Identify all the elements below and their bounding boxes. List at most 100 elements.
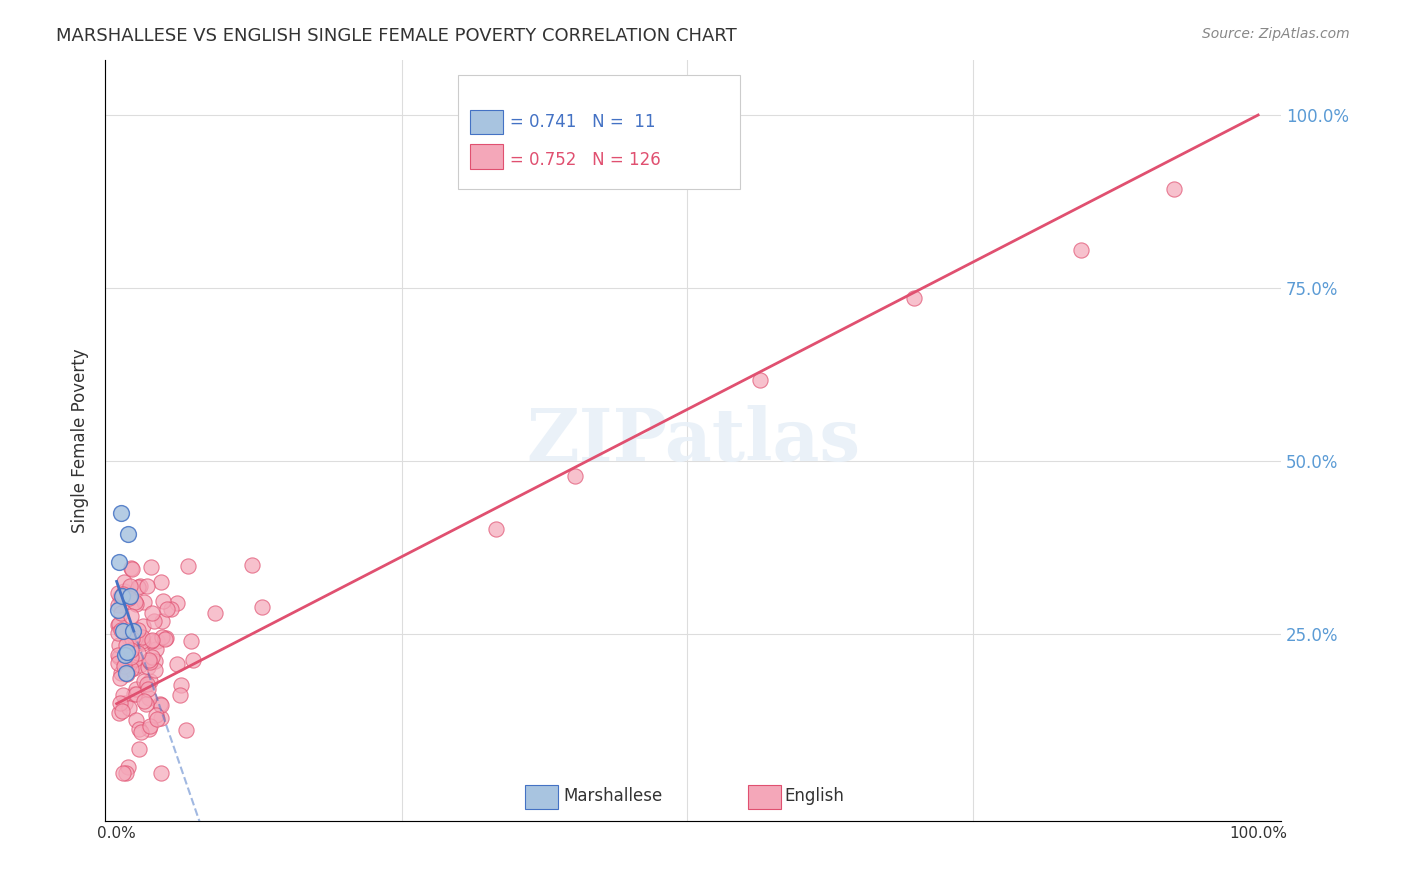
- Point: [125, 687, 148, 701]
- Point: [149, 711, 172, 725]
- Point: [125, 682, 148, 697]
- Point: [117, 759, 139, 773]
- Point: [136, 578, 159, 592]
- Point: [112, 688, 135, 702]
- Point: [107, 603, 129, 617]
- Point: [128, 741, 150, 756]
- Point: [903, 291, 925, 305]
- Point: [141, 606, 163, 620]
- Point: [120, 650, 142, 665]
- Point: [114, 696, 136, 710]
- Point: [124, 595, 146, 609]
- Point: [125, 713, 148, 727]
- Point: [160, 602, 183, 616]
- Point: [121, 561, 143, 575]
- Point: [112, 583, 135, 598]
- Point: [129, 725, 152, 739]
- Point: [169, 688, 191, 702]
- Point: [143, 614, 166, 628]
- Point: [145, 707, 167, 722]
- Point: [122, 687, 145, 701]
- Point: [152, 594, 174, 608]
- Point: [150, 631, 173, 645]
- Point: [108, 650, 131, 665]
- Point: [141, 650, 163, 665]
- Point: [108, 555, 131, 569]
- Point: [204, 606, 226, 620]
- Point: [108, 617, 131, 632]
- Point: [181, 653, 204, 667]
- Point: [107, 648, 129, 663]
- Point: [156, 602, 179, 616]
- Point: [134, 693, 156, 707]
- Point: [139, 560, 162, 574]
- Point: [155, 631, 177, 645]
- Point: [120, 561, 142, 575]
- Point: [117, 527, 139, 541]
- Point: [114, 665, 136, 680]
- Point: [149, 697, 172, 711]
- Point: [170, 677, 193, 691]
- Point: [136, 681, 159, 696]
- Point: [240, 558, 263, 573]
- FancyBboxPatch shape: [524, 785, 558, 808]
- Point: [107, 656, 129, 670]
- Point: [153, 632, 176, 647]
- Point: [120, 609, 142, 624]
- Point: [110, 666, 132, 681]
- Point: [143, 663, 166, 677]
- Point: [110, 506, 132, 520]
- Point: [111, 704, 134, 718]
- Point: [112, 624, 135, 638]
- Text: Source: ZipAtlas.com: Source: ZipAtlas.com: [1202, 27, 1350, 41]
- Point: [107, 618, 129, 632]
- Point: [136, 660, 159, 674]
- Text: English: English: [785, 788, 845, 805]
- Point: [112, 656, 135, 670]
- Point: [111, 766, 134, 780]
- Point: [152, 614, 174, 628]
- Point: [146, 712, 169, 726]
- Point: [129, 658, 152, 673]
- Point: [143, 654, 166, 668]
- Point: [1163, 182, 1185, 196]
- Point: [108, 671, 131, 685]
- Point: [118, 656, 141, 670]
- Point: [120, 590, 142, 604]
- Point: [138, 653, 160, 667]
- Text: ZIPatlas: ZIPatlas: [526, 405, 860, 476]
- Point: [115, 647, 138, 661]
- Point: [127, 624, 149, 638]
- Point: [145, 642, 167, 657]
- Point: [108, 696, 131, 710]
- Point: [124, 597, 146, 611]
- Point: [121, 626, 143, 640]
- Point: [139, 719, 162, 733]
- Point: [107, 586, 129, 600]
- Point: [131, 636, 153, 650]
- Point: [107, 706, 129, 720]
- Point: [128, 722, 150, 736]
- Text: MARSHALLESE VS ENGLISH SINGLE FEMALE POVERTY CORRELATION CHART: MARSHALLESE VS ENGLISH SINGLE FEMALE POV…: [56, 27, 737, 45]
- Point: [121, 624, 143, 638]
- Point: [139, 656, 162, 670]
- FancyBboxPatch shape: [470, 145, 502, 169]
- Y-axis label: Single Female Poverty: Single Female Poverty: [72, 348, 89, 533]
- Text: R = 0.741   N =  11: R = 0.741 N = 11: [494, 113, 655, 131]
- Point: [141, 632, 163, 647]
- Point: [748, 373, 770, 387]
- Point: [180, 634, 202, 648]
- Point: [485, 523, 508, 537]
- Point: [118, 632, 141, 646]
- Point: [108, 638, 131, 652]
- Point: [250, 600, 273, 615]
- FancyBboxPatch shape: [748, 785, 782, 808]
- Point: [107, 598, 129, 612]
- Point: [177, 558, 200, 573]
- Point: [124, 636, 146, 650]
- Point: [107, 626, 129, 640]
- Point: [149, 698, 172, 712]
- Point: [117, 701, 139, 715]
- Point: [131, 633, 153, 648]
- Point: [132, 674, 155, 689]
